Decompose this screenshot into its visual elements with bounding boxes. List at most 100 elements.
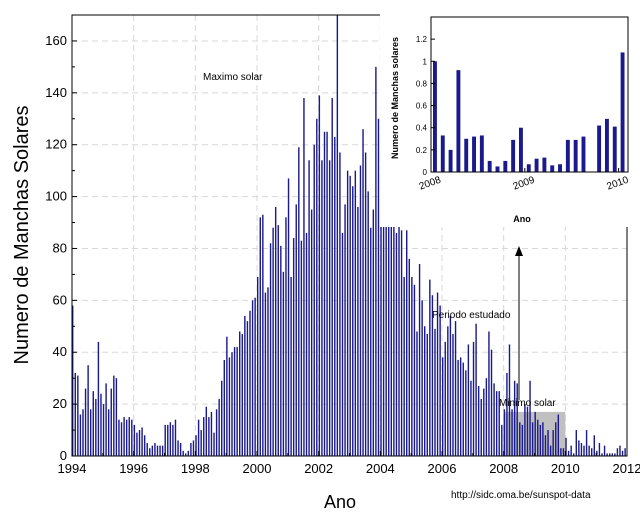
bar (167, 424, 169, 456)
bar (606, 453, 608, 456)
inset-bar (526, 164, 531, 172)
bar (97, 341, 100, 456)
main-x-ticks: 1994 1996 1998 2000 2002 2004 2006 2008 2010 2012 (58, 451, 640, 476)
inset-bar (479, 135, 484, 172)
bar (529, 380, 531, 456)
main-x-axis-label: Ano (324, 492, 356, 512)
x-tick-label: 2012 (613, 461, 640, 476)
bar (506, 372, 508, 456)
bar (239, 331, 241, 456)
y-tick-label: 140 (45, 85, 67, 100)
bar (367, 191, 369, 456)
bar (580, 443, 583, 456)
bar (513, 380, 516, 456)
bar (254, 297, 256, 456)
bar (187, 450, 190, 456)
bar (274, 206, 277, 456)
main-y-ticks: 0 20 40 60 80 100 120 140 160 (45, 33, 77, 463)
bar (328, 160, 331, 457)
inset-bar (565, 139, 570, 172)
bar (298, 147, 300, 457)
bar (408, 258, 410, 456)
y-tick-label: 120 (45, 137, 67, 152)
bar (82, 409, 84, 456)
bar (115, 378, 118, 456)
inset-bar (573, 139, 578, 172)
bar (95, 398, 97, 456)
bar (118, 419, 120, 456)
bar (537, 419, 539, 456)
bar (72, 305, 74, 456)
bar (197, 419, 200, 456)
bar (493, 383, 495, 456)
bar (578, 440, 580, 456)
bar (441, 357, 444, 456)
bar (621, 450, 624, 456)
bar (336, 15, 339, 456)
bar (377, 118, 380, 456)
inset-bar (487, 160, 492, 172)
inset-bar (542, 157, 547, 172)
bar (303, 98, 305, 456)
bar (436, 292, 439, 456)
bar (179, 443, 182, 456)
bar (218, 398, 220, 456)
bar (226, 336, 228, 456)
y-tick-label: 60 (53, 292, 67, 307)
bar (395, 232, 398, 456)
bar (285, 217, 287, 456)
bar (534, 411, 536, 456)
bar (200, 430, 202, 456)
inset-bar (440, 135, 445, 172)
bar (406, 230, 408, 456)
bar (236, 347, 238, 456)
x-tick-label: 2004 (366, 461, 395, 476)
bar (272, 227, 274, 456)
bar (495, 391, 498, 456)
bar (215, 409, 218, 456)
inset-y-axis-label: Numero de Manchas solares (390, 37, 400, 159)
bar (185, 453, 187, 456)
bar (372, 209, 375, 456)
bar (488, 331, 490, 456)
inset-y-tick-label: 0.4 (416, 124, 428, 133)
bar (223, 360, 226, 456)
bar (362, 129, 364, 456)
bar (485, 378, 488, 456)
bar (544, 435, 547, 456)
bar (614, 453, 616, 456)
bar (498, 391, 500, 456)
bar (151, 445, 154, 456)
bar (146, 443, 148, 456)
bar (143, 435, 146, 456)
bar (601, 453, 603, 456)
bar (431, 295, 434, 456)
bar (256, 277, 259, 456)
bar (434, 328, 436, 456)
x-tick-label: 2006 (428, 461, 457, 476)
bar (110, 388, 112, 456)
bar (131, 419, 133, 456)
inset-bars (433, 52, 625, 172)
bar (542, 422, 544, 456)
bar (287, 178, 290, 456)
bar (292, 238, 295, 456)
bar (100, 393, 102, 456)
bar (133, 424, 136, 456)
bar (501, 424, 503, 456)
bar (588, 445, 590, 456)
inset-bar (472, 136, 476, 172)
bar (244, 315, 246, 456)
bar (341, 232, 344, 456)
inset-y-tick-label: 1.2 (416, 35, 428, 44)
bar (465, 370, 467, 456)
bar (203, 417, 205, 456)
x-tick-label: 2000 (243, 461, 272, 476)
bar (403, 277, 405, 456)
bar (102, 404, 105, 456)
bar (624, 448, 626, 456)
source-url: http://sidc.oma.be/sunspot-data (451, 490, 591, 501)
inset-bar (612, 126, 617, 172)
bar (346, 170, 349, 456)
